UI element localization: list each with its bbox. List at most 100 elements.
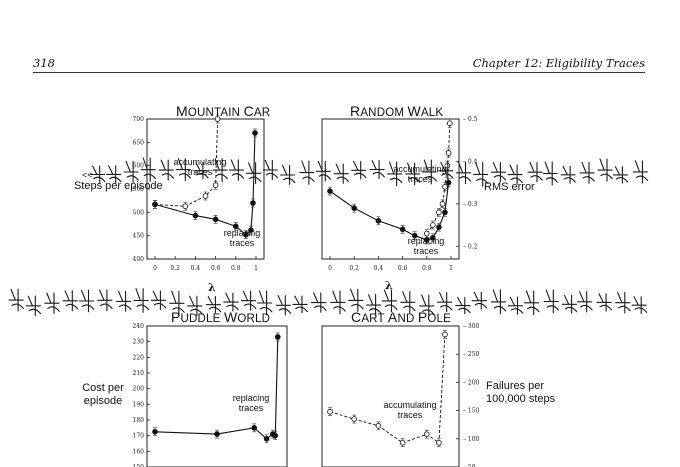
handwriting-glyph <box>97 289 113 312</box>
mountain-car-replacing-traces-point <box>250 200 256 206</box>
handwriting-glyph <box>612 166 629 184</box>
header-rule <box>33 72 645 73</box>
cart-and-pole-accumulating-traces-point <box>351 416 358 422</box>
mountain-car-xtick-label: 0.6 <box>211 265 221 272</box>
puddle-world-ylabel: Cost per episode <box>82 382 124 407</box>
random-walk-replacing-traces-point <box>445 179 452 186</box>
random-walk-accumulating-traces-point <box>430 222 436 228</box>
mountain-car-ytick-label: 400 <box>133 256 145 263</box>
puddle-world-plot: 150 160 170 180 190 200 210 220 230 240 replacingt… <box>133 323 288 467</box>
cart-and-pole-frame <box>321 325 460 467</box>
handwriting-glyph <box>632 160 649 184</box>
mountain-car-title-text: MOUNTAIN CAR <box>176 103 271 119</box>
handwriting-glyph <box>292 295 308 314</box>
random-walk-xtick-label: 0.4 <box>374 265 384 272</box>
random-walk-series-label: replacing <box>408 236 445 246</box>
puddle-world-series-label: traces <box>239 403 264 413</box>
cart-and-pole-accumulating-traces-point <box>327 408 333 415</box>
handwriting-glyph <box>560 165 576 184</box>
puddle-world-ytick-label: 230 <box>133 339 145 346</box>
puddle-world-ytick-label: 200 <box>133 386 145 393</box>
random-walk-series-label: traces <box>414 246 439 256</box>
random-walk-plot: – 0.2 – 0.3 – 0.4 – 0.5 0 0.2 0.4 0.6 0.8 1 accumu… <box>321 116 478 272</box>
cart-and-pole-ytick-label: – 200 <box>463 379 480 386</box>
handwriting-glyph <box>437 292 453 313</box>
mountain-car-series-label: traces <box>230 238 255 248</box>
handwriting-glyph <box>369 160 385 179</box>
handwriting-glyph <box>158 159 174 181</box>
handwriting-glyph <box>507 296 524 315</box>
cart-and-pole-series-label: accumulating <box>383 400 436 410</box>
random-walk-replacing-traces-point <box>411 232 418 239</box>
handwriting-glyph <box>490 162 507 183</box>
puddle-world-ytick-label: 160 <box>133 448 145 455</box>
handwriting-glyph <box>299 160 315 185</box>
handwriting-glyph <box>246 162 262 185</box>
mountain-car-replacing-traces-point <box>152 201 158 208</box>
puddle-world-title-text: PUDDLE WORLD <box>171 309 271 325</box>
cart-and-pole-title: CART AND POLE <box>351 309 451 325</box>
random-walk-replacing-traces-point <box>423 237 430 243</box>
handwriting-glyph <box>333 163 349 184</box>
puddle-world-replacing-traces-point <box>263 435 270 442</box>
mountain-car-xtick-label: 0.4 <box>191 265 201 272</box>
handwriting-glyph <box>228 159 245 181</box>
handwriting-glyph <box>405 162 421 186</box>
handwriting-glyph <box>212 158 228 183</box>
random-walk-ytick-label: – 0.5 <box>463 116 478 123</box>
handwriting-glyph <box>8 288 24 312</box>
handwriting-glyph <box>256 290 273 316</box>
random-walk-series-label: accumulating <box>393 164 446 174</box>
cart-and-pole-accumulating-traces-line <box>329 334 446 444</box>
handwriting-glyph <box>44 292 60 314</box>
mountain-car-accumulating-traces-point <box>214 116 221 122</box>
puddle-world-series-label: replacing <box>233 393 270 403</box>
random-walk-replacing-traces-point <box>430 234 436 241</box>
mountain-car-replacing-traces-line <box>154 132 256 236</box>
cart-and-pole-ylabel: Failures per 100,000 steps <box>486 380 556 405</box>
mountain-car-accumulating-traces-point <box>212 182 219 189</box>
random-walk-replacing-traces-line <box>329 182 450 241</box>
page-number: 318 <box>33 56 55 70</box>
handwriting-glyph <box>262 159 279 181</box>
mountain-car-ytick-label: 500 <box>133 209 145 216</box>
handwriting-glyph <box>615 292 631 314</box>
puddle-world-frame <box>146 325 288 467</box>
handwriting-glyph <box>400 291 416 314</box>
handwriting-glyph <box>473 162 489 187</box>
handwriting-glyph <box>311 292 327 313</box>
random-walk-ylabel: RMS error <box>484 181 535 193</box>
handwriting-glyph <box>315 160 332 182</box>
handwriting-glyph <box>187 295 203 317</box>
handwriting-glyph <box>133 288 149 313</box>
cart-and-pole-ytick-label: – 300 <box>463 323 480 330</box>
mountain-car-ytick-label: 550 <box>133 186 145 193</box>
puddle-world-title: PUDDLE WORLD <box>171 309 270 325</box>
mountain-car-replacing-traces-point <box>192 212 199 219</box>
cart-and-pole-accumulating-traces-point <box>423 431 430 438</box>
cart-and-pole-title-text: CART AND POLE <box>351 309 452 325</box>
puddle-world-replacing-traces-point <box>214 431 220 437</box>
handwriting-glyph <box>507 164 523 185</box>
handwriting-glyph <box>387 161 403 187</box>
mountain-car-replacing-traces-point <box>243 231 249 238</box>
random-walk-replacing-traces-point <box>327 188 333 194</box>
puddle-world-replacing-traces-point <box>251 425 258 431</box>
mountain-car-xtick-label: 0.8 <box>231 265 241 272</box>
handwriting-glyph <box>527 161 543 183</box>
mountain-car-xlabel: λ <box>208 281 216 294</box>
mountain-car-replacing-traces-point <box>252 130 258 136</box>
handwriting-glyph <box>90 165 106 184</box>
mountain-car-xtick-label: 1 <box>254 265 258 272</box>
handwriting-glyph <box>542 161 558 186</box>
random-walk-replacing-traces-point <box>375 218 382 224</box>
handwriting-glyph <box>150 290 167 311</box>
random-walk-ytick-label: – 0.3 <box>463 201 478 208</box>
handwriting-glyph <box>193 162 209 180</box>
mountain-car-xtick-label: 0 <box>153 265 157 272</box>
handwriting-glyph <box>577 291 593 313</box>
handwriting-glyph <box>205 296 222 314</box>
handwriting-glyph <box>62 290 79 312</box>
random-walk-title: RANDOM WALK <box>350 103 443 119</box>
handwriting-glyph <box>123 160 139 184</box>
